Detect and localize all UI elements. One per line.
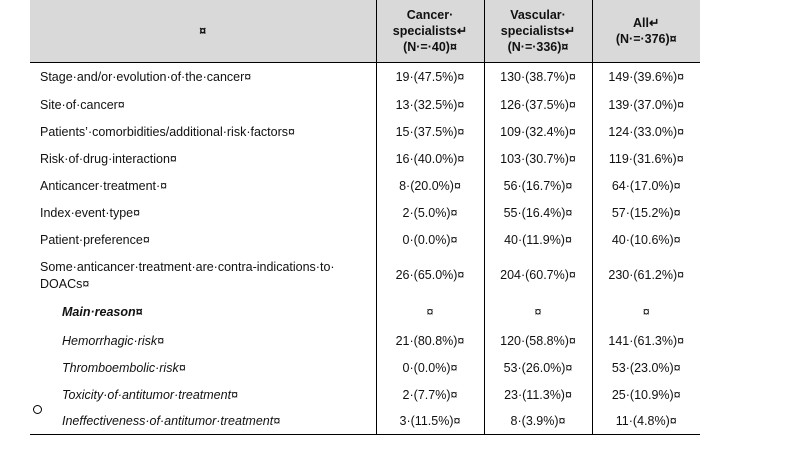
- vascular-value: 56·(16.7%)¤: [483, 172, 592, 200]
- table-row: Risk·of·drug·interaction¤ 16·(40.0%)¤ 10…: [30, 145, 700, 173]
- cancer-value: 8·(20.0%)¤: [375, 172, 484, 200]
- vascular-value: 103·(30.7%)¤: [483, 145, 592, 173]
- header-text: All↵: [633, 16, 660, 30]
- row-label: Some·anticancer·treatment·are·contra-ind…: [30, 254, 376, 298]
- row-label-line: Some·anticancer·treatment·are·contra-ind…: [40, 259, 335, 274]
- vascular-value: 126·(37.5%)¤: [483, 91, 592, 119]
- cancer-value: 15·(37.5%)¤: [375, 118, 484, 146]
- row-label: Site·of·cancer¤: [40, 97, 125, 112]
- vascular-value: ¤: [483, 297, 592, 328]
- header-text: (N·=·376)¤: [615, 32, 677, 46]
- results-table: ¤ Cancer· specialists↵ (N·=·40)¤ Vascula…: [30, 0, 700, 435]
- table-row: Patients’·comorbidities/additional·risk·…: [30, 118, 700, 146]
- vascular-value: 23·(11.3%)¤: [483, 381, 592, 409]
- all-value: ¤: [591, 297, 700, 328]
- row-label: Patients’·comorbidities/additional·risk·…: [40, 124, 295, 139]
- cancer-value: 2·(5.0%)¤: [375, 199, 484, 227]
- cancer-value: 13·(32.5%)¤: [375, 91, 484, 119]
- row-label: Index·event·type¤: [40, 205, 141, 220]
- header-text: (N·=·40)¤: [403, 40, 457, 54]
- vascular-value: 109·(32.4%)¤: [483, 118, 592, 146]
- cancer-value: 19·(47.5%)¤: [375, 62, 484, 92]
- row-label: Risk·of·drug·interaction¤: [40, 151, 177, 166]
- header-row: ¤ Cancer· specialists↵ (N·=·40)¤ Vascula…: [30, 0, 700, 63]
- header-cancer-specialists: Cancer· specialists↵ (N·=·40)¤: [375, 0, 484, 63]
- row-label: Ineffectiveness·of·antitumor·treatment¤: [30, 408, 376, 435]
- all-value: 124·(33.0%)¤: [591, 118, 700, 146]
- row-label: Hemorrhagic·risk¤: [62, 333, 165, 348]
- all-value: 139·(37.0%)¤: [591, 91, 700, 119]
- table-row: Stage·and/or·evolution·of·the·cancer¤ 19…: [30, 62, 700, 92]
- cancer-value: ¤: [375, 297, 484, 328]
- header-text: (N·=·336)¤: [507, 40, 569, 54]
- table-row: Ineffectiveness·of·antitumor·treatment¤ …: [30, 408, 700, 435]
- cancer-value: 3·(11.5%)¤: [375, 408, 484, 435]
- header-vascular-specialists: Vascular· specialists↵ (N·=·336)¤: [483, 0, 592, 63]
- vascular-value: 53·(26.0%)¤: [483, 354, 592, 382]
- header-text: Vascular·: [510, 8, 566, 22]
- row-label: Anticancer·treatment·¤: [40, 178, 168, 193]
- header-text: Cancer·: [406, 8, 454, 22]
- row-label: Stage·and/or·evolution·of·the·cancer¤: [40, 69, 252, 84]
- row-label: Patient·preference¤: [40, 232, 150, 247]
- cancer-value: 21·(80.8%)¤: [375, 327, 484, 355]
- all-value: 119·(31.6%)¤: [591, 145, 700, 173]
- vascular-value: 204·(60.7%)¤: [483, 253, 592, 298]
- table-row: Site·of·cancer¤ 13·(32.5%)¤ 126·(37.5%)¤…: [30, 91, 700, 119]
- row-label: Main·reason¤: [62, 305, 143, 319]
- header-text: specialists↵: [392, 24, 468, 38]
- table-row: Main·reason¤ ¤ ¤ ¤: [30, 297, 700, 328]
- all-value: 40·(10.6%)¤: [591, 226, 700, 254]
- table-row: Toxicity·of·antitumor·treatment¤ 2·(7.7%…: [30, 381, 700, 409]
- table-row: Anticancer·treatment·¤ 8·(20.0%)¤ 56·(16…: [30, 172, 700, 200]
- vascular-value: 8·(3.9%)¤: [483, 408, 592, 435]
- vascular-value: 130·(38.7%)¤: [483, 62, 592, 92]
- header-text: specialists↵: [500, 24, 576, 38]
- all-value: 230·(61.2%)¤: [591, 253, 700, 298]
- row-label-line: DOACs¤: [40, 276, 90, 291]
- row-label: Toxicity·of·antitumor·treatment¤: [62, 387, 238, 402]
- cancer-value: 26·(65.0%)¤: [375, 253, 484, 298]
- all-value: 25·(10.9%)¤: [591, 381, 700, 409]
- all-value: 11·(4.8%)¤: [591, 408, 700, 435]
- cancer-value: 16·(40.0%)¤: [375, 145, 484, 173]
- vascular-value: 120·(58.8%)¤: [483, 327, 592, 355]
- table-row: Hemorrhagic·risk¤ 21·(80.8%)¤ 120·(58.8%…: [30, 327, 700, 355]
- table-row: Thromboembolic·risk¤ 0·(0.0%)¤ 53·(26.0%…: [30, 354, 700, 382]
- table-row: Index·event·type¤ 2·(5.0%)¤ 55·(16.4%)¤ …: [30, 199, 700, 227]
- all-value: 64·(17.0%)¤: [591, 172, 700, 200]
- cancer-value: 2·(7.7%)¤: [375, 381, 484, 409]
- all-value: 57·(15.2%)¤: [591, 199, 700, 227]
- vascular-value: 40·(11.9%)¤: [483, 226, 592, 254]
- vascular-value: 55·(16.4%)¤: [483, 199, 592, 227]
- cancer-value: 0·(0.0%)¤: [375, 354, 484, 382]
- header-all: All↵ (N·=·376)¤: [591, 0, 700, 63]
- all-value: 53·(23.0%)¤: [591, 354, 700, 382]
- circle-bullet-icon: [33, 405, 42, 414]
- table-row: Patient·preference¤ 0·(0.0%)¤ 40·(11.9%)…: [30, 226, 700, 254]
- all-value: 141·(61.3%)¤: [591, 327, 700, 355]
- row-label: Thromboembolic·risk¤: [62, 360, 186, 375]
- table-row: Some·anticancer·treatment·are·contra-ind…: [30, 253, 700, 298]
- cancer-value: 0·(0.0%)¤: [375, 226, 484, 254]
- header-empty-cell: ¤: [30, 0, 376, 63]
- all-value: 149·(39.6%)¤: [591, 62, 700, 92]
